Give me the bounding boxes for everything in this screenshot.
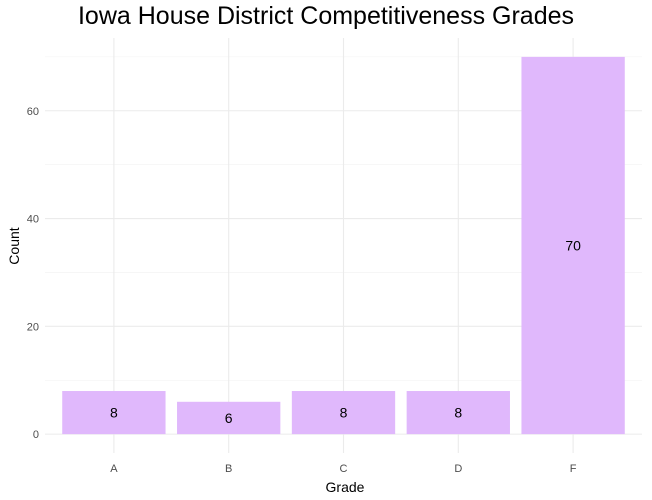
bar-F: [521, 56, 625, 435]
bar-label-B: 6: [225, 410, 233, 426]
bar-B: [177, 401, 281, 435]
y-tick-label: 0: [33, 429, 39, 441]
bar-label-C: 8: [340, 405, 348, 421]
y-axis-title: Count: [6, 227, 22, 264]
bar-D: [406, 391, 510, 435]
y-tick-label: 60: [27, 106, 39, 118]
x-tick-label: B: [225, 463, 232, 475]
x-tick-label: D: [454, 463, 462, 475]
bar-A: [62, 391, 166, 435]
x-tick-label: C: [340, 463, 348, 475]
bar-labels: 8 6 8 8 70: [110, 238, 581, 426]
chart-title: Iowa House District Competitiveness Grad…: [77, 2, 575, 30]
bar-C: [291, 391, 396, 435]
y-tick-label: 20: [27, 321, 39, 333]
bars: [62, 56, 625, 435]
bar-label-F: 70: [565, 238, 581, 254]
x-tick-label: F: [570, 463, 577, 475]
bar-label-D: 8: [454, 405, 462, 421]
y-tick-label: 40: [27, 214, 39, 226]
x-tick-label: A: [110, 463, 118, 475]
x-axis-title: Grade: [326, 479, 365, 495]
y-axis-ticks: 0 20 40 60: [27, 106, 39, 441]
bar-label-A: 8: [110, 405, 118, 421]
